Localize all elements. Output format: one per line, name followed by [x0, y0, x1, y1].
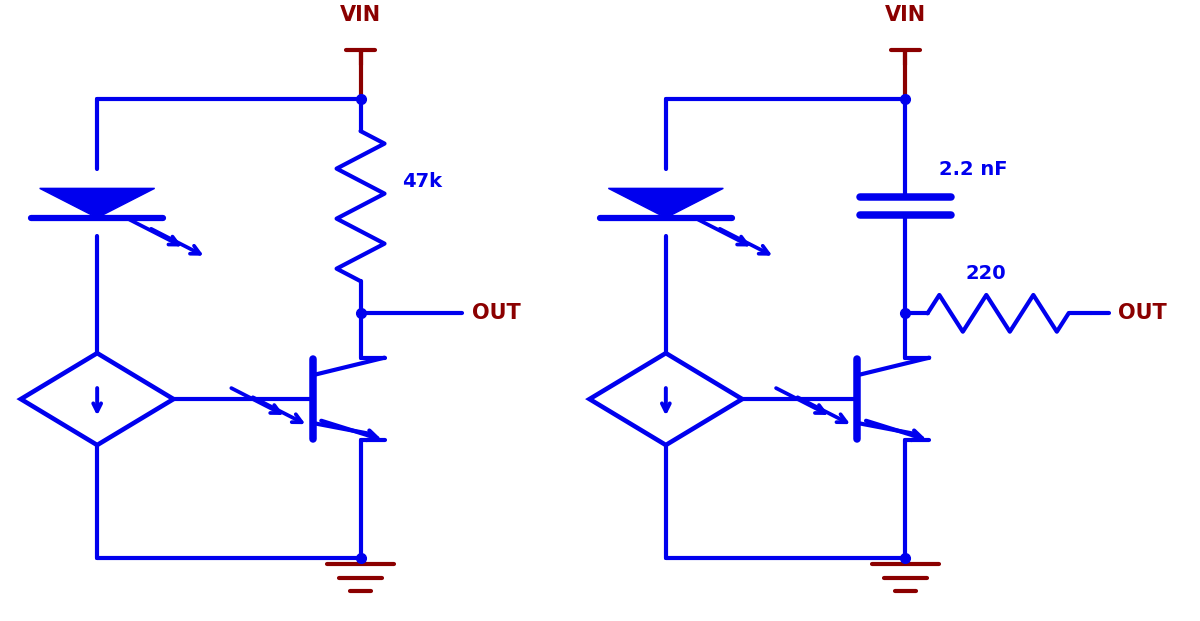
Polygon shape: [20, 353, 174, 445]
Polygon shape: [40, 188, 155, 218]
Text: VIN: VIN: [340, 6, 382, 25]
Polygon shape: [608, 188, 724, 218]
Text: 47k: 47k: [402, 172, 443, 191]
Text: 2.2 nF: 2.2 nF: [938, 160, 1007, 179]
Text: 220: 220: [965, 264, 1006, 283]
Text: OUT: OUT: [472, 303, 521, 324]
Text: OUT: OUT: [1118, 303, 1168, 324]
Polygon shape: [589, 353, 742, 445]
Text: VIN: VIN: [884, 6, 926, 25]
